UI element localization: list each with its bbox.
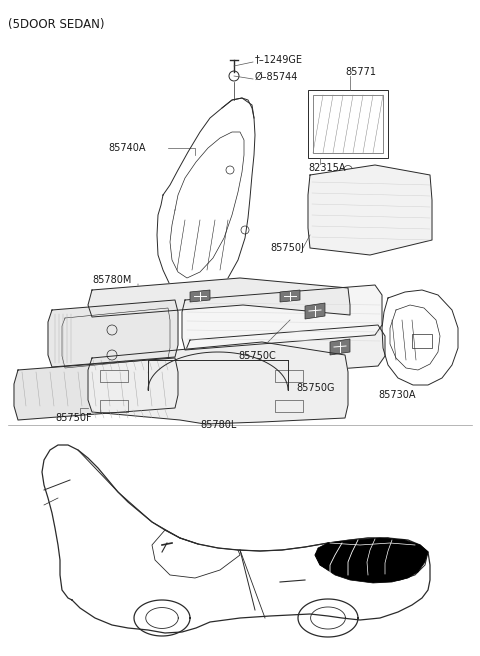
Polygon shape	[185, 325, 385, 380]
Bar	[100, 370, 128, 382]
Text: 85740A: 85740A	[108, 143, 145, 153]
Text: 85750F: 85750F	[55, 413, 92, 423]
Polygon shape	[48, 300, 178, 367]
Polygon shape	[330, 339, 350, 355]
Text: 85750G: 85750G	[296, 383, 335, 393]
Text: 85771: 85771	[345, 67, 376, 77]
Text: Ø–85744: Ø–85744	[255, 72, 299, 82]
Polygon shape	[190, 290, 210, 302]
Text: 85750J: 85750J	[270, 243, 304, 253]
Bar	[275, 400, 303, 412]
Polygon shape	[88, 342, 348, 424]
Polygon shape	[88, 278, 350, 317]
Polygon shape	[280, 290, 300, 302]
Polygon shape	[315, 538, 428, 583]
Bar	[308, 90, 388, 158]
Bar	[275, 370, 303, 382]
Text: 85780L: 85780L	[200, 420, 236, 430]
Text: 85750C: 85750C	[238, 351, 276, 361]
Bar	[313, 95, 383, 153]
Text: 85780M: 85780M	[92, 275, 132, 285]
Polygon shape	[182, 285, 382, 350]
Polygon shape	[308, 165, 432, 255]
Polygon shape	[305, 303, 325, 319]
Text: (5DOOR SEDAN): (5DOOR SEDAN)	[8, 18, 105, 31]
Bar	[412, 334, 432, 348]
Text: 85730A: 85730A	[378, 390, 416, 400]
Text: †–1249GE: †–1249GE	[255, 54, 303, 64]
Polygon shape	[14, 358, 178, 420]
Bar	[100, 400, 128, 412]
Text: 82315A: 82315A	[308, 163, 346, 173]
